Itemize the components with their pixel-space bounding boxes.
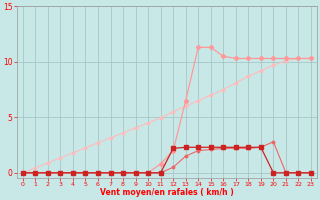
X-axis label: Vent moyen/en rafales ( km/h ): Vent moyen/en rafales ( km/h ): [100, 188, 234, 197]
